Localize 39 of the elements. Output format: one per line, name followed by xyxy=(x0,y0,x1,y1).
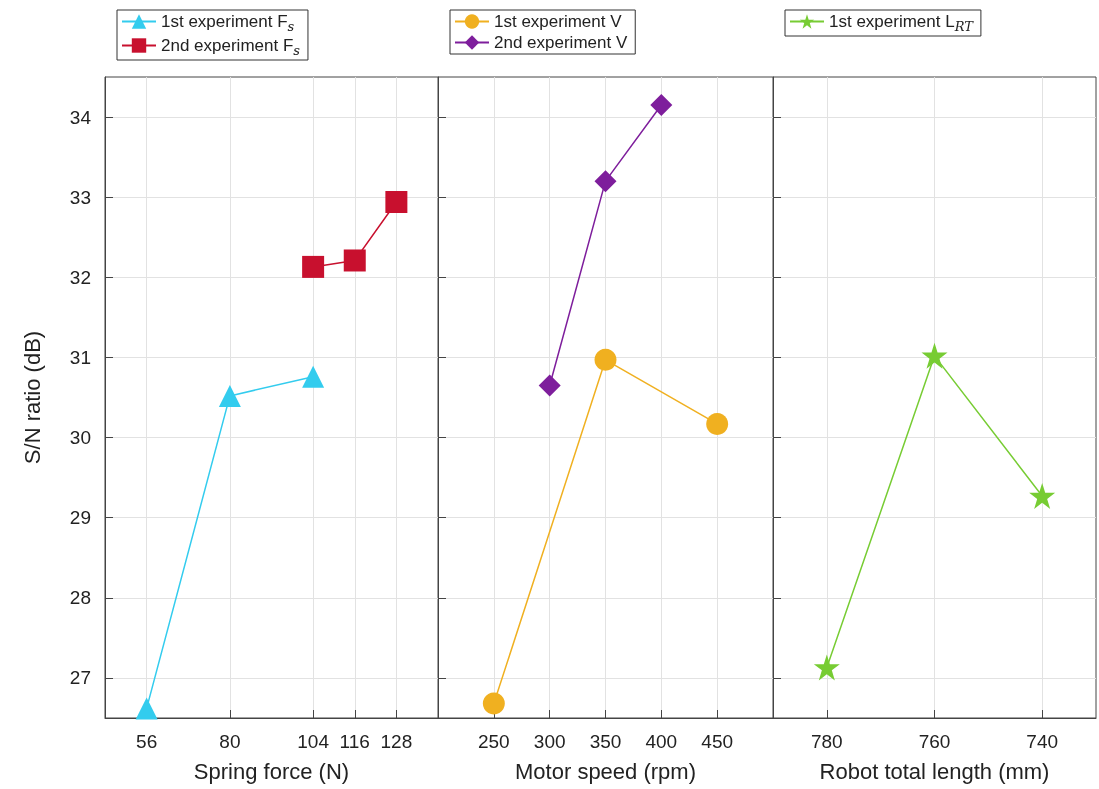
x-axis-title: Robot total length (mm) xyxy=(819,758,1050,784)
point xyxy=(135,697,158,720)
y-tick-label: 30 xyxy=(69,427,91,449)
y-tick-label: 28 xyxy=(69,587,91,609)
x-tick-label: 740 xyxy=(1026,731,1059,752)
y-axis-title: S/N ratio (dB) xyxy=(19,330,45,465)
legend-label: 2nd experiment V xyxy=(494,33,628,52)
x-tick-label: 116 xyxy=(339,731,370,752)
x-tick-label: 450 xyxy=(701,731,734,752)
point xyxy=(302,365,325,388)
x-tick-label: 350 xyxy=(589,731,622,752)
x-tick-label: 104 xyxy=(297,731,330,752)
x-tick-label: 128 xyxy=(380,731,413,752)
x-tick-label: 300 xyxy=(533,731,566,752)
point xyxy=(343,249,366,272)
point xyxy=(650,94,673,117)
y-tick-label: 34 xyxy=(69,106,92,128)
x-tick-label: 400 xyxy=(645,731,678,752)
point xyxy=(482,692,505,715)
point xyxy=(302,255,325,278)
y-tick-label: 27 xyxy=(69,667,91,689)
x-axis-title: Motor speed (rpm) xyxy=(515,758,696,784)
x-tick-label: 56 xyxy=(136,731,158,752)
x-tick-label: 80 xyxy=(219,731,241,752)
legend-label: 1st experiment V xyxy=(494,12,623,31)
x-tick-label: 780 xyxy=(810,731,843,752)
point xyxy=(385,190,408,213)
x-tick-label: 250 xyxy=(477,731,510,752)
y-tick-label: 33 xyxy=(69,186,91,208)
y-tick-label: 32 xyxy=(69,266,91,288)
point xyxy=(538,374,561,397)
point xyxy=(218,384,241,407)
x-tick-label: 760 xyxy=(918,731,951,752)
point xyxy=(594,170,617,193)
y-tick-label: 29 xyxy=(69,507,91,529)
x-axis-title: Spring force (N) xyxy=(193,758,350,784)
point xyxy=(594,348,617,371)
point xyxy=(706,412,729,435)
y-tick-label: 31 xyxy=(69,346,91,368)
